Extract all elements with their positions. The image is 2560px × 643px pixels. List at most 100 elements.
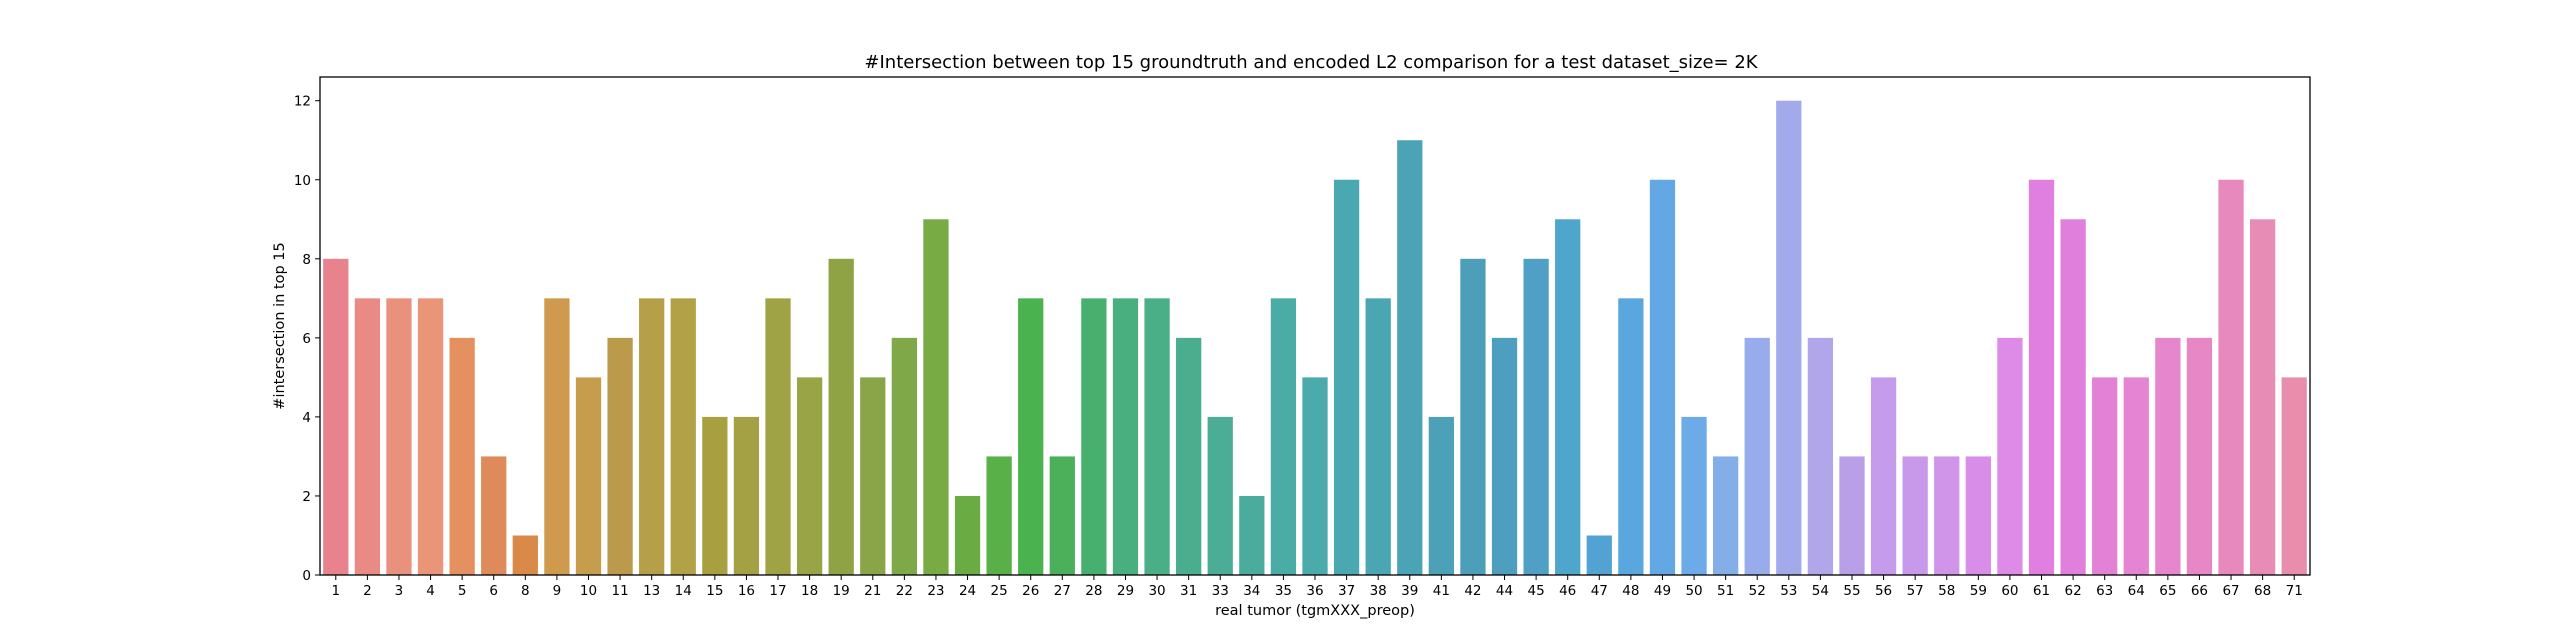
x-tick-label: 29: [1117, 583, 1134, 599]
y-tick-label: 4: [302, 410, 311, 426]
x-tick-label: 44: [1496, 583, 1513, 599]
x-tick-label: 25: [991, 583, 1008, 599]
plot-frame: [319, 76, 2311, 576]
bar-41: [1428, 416, 1454, 575]
bar-42: [1460, 258, 1486, 575]
x-tick-label: 50: [1685, 583, 1702, 599]
x-tick-label: 65: [2159, 583, 2176, 599]
bar-22: [891, 337, 917, 575]
bar-6: [481, 456, 507, 575]
x-tick-label: 36: [1306, 583, 1323, 599]
x-tick-label: 8: [521, 583, 530, 599]
x-tick-label: 2: [363, 583, 372, 599]
x-tick-label: 4: [426, 583, 435, 599]
bar-39: [1397, 140, 1423, 576]
x-tick-label: 10: [580, 583, 597, 599]
bar-37: [1333, 179, 1360, 575]
x-tick-label: 34: [1243, 583, 1260, 599]
bar-38: [1365, 298, 1391, 575]
bar-47: [1586, 535, 1612, 575]
x-tick-label: 18: [801, 583, 818, 599]
x-tick-label: 47: [1591, 583, 1608, 599]
bar-5: [449, 337, 475, 575]
bar-65: [2155, 337, 2181, 575]
bar-51: [1713, 456, 1739, 575]
x-tick-label: 54: [1812, 583, 1829, 599]
bar-10: [575, 377, 602, 575]
x-tick-label: 15: [706, 583, 723, 599]
y-tick-label: 12: [294, 94, 311, 110]
x-tick-label: 66: [2191, 583, 2208, 599]
bar-15: [702, 416, 728, 575]
bar-26: [1018, 298, 1044, 575]
x-tick-label: 16: [738, 583, 755, 599]
bar-55: [1839, 456, 1865, 575]
x-tick-label: 49: [1654, 583, 1671, 599]
x-tick-label: 60: [2001, 583, 2018, 599]
x-tick-label: 21: [864, 583, 881, 599]
bar-11: [607, 337, 633, 575]
bar-58: [1934, 456, 1960, 575]
bar-3: [386, 298, 412, 575]
x-tick-label: 17: [769, 583, 786, 599]
bar-44: [1491, 337, 1518, 575]
x-tick-label: 52: [1749, 583, 1766, 599]
x-tick-label: 26: [1022, 583, 1039, 599]
bar-62: [2060, 219, 2086, 576]
x-tick-label: 57: [1907, 583, 1924, 599]
x-tick-label: 42: [1464, 583, 1481, 599]
bar-49: [1649, 179, 1676, 575]
x-tick-label: 56: [1875, 583, 1892, 599]
bars-group: [323, 100, 2307, 576]
bar-31: [1176, 337, 1202, 575]
bar-9: [544, 298, 570, 575]
x-tick-label: 59: [1970, 583, 1987, 599]
bar-61: [2028, 179, 2055, 575]
bar-67: [2218, 179, 2244, 575]
bar-2: [354, 298, 381, 575]
x-tick-label: 38: [1370, 583, 1387, 599]
x-tick-label: 67: [2222, 583, 2239, 599]
bar-18: [796, 377, 823, 575]
bar-25: [986, 456, 1012, 575]
bar-30: [1144, 298, 1170, 575]
x-tick-label: 3: [395, 583, 404, 599]
x-tick-label: 9: [553, 583, 562, 599]
x-tick-label: 63: [2096, 583, 2113, 599]
x-tick-label: 45: [1528, 583, 1545, 599]
bar-60: [1997, 337, 2023, 575]
x-tick-label: 48: [1622, 583, 1639, 599]
bar-46: [1555, 219, 1581, 576]
y-axis-ticks: 0 2 4 6 8 10 12: [294, 94, 320, 584]
x-tick-label: 13: [643, 583, 660, 599]
bar-4: [417, 298, 444, 575]
chart-title: #Intersection between top 15 groundtruth…: [864, 52, 1758, 73]
x-tick-label: 62: [2065, 583, 2082, 599]
x-tick-label: 22: [896, 583, 913, 599]
bar-36: [1302, 377, 1328, 575]
x-tick-label: 41: [1433, 583, 1450, 599]
bar-21: [860, 377, 886, 575]
x-tick-label: 5: [458, 583, 467, 599]
bar-56: [1870, 377, 1897, 575]
bar-45: [1523, 258, 1549, 575]
x-axis-ticks: 1 2 3 4 5 6 8 9 10 11 13 14 15 16 17 18 19 21 22 23 24 25 26 27…: [331, 575, 2303, 599]
bar-66: [2186, 337, 2213, 575]
y-tick-label: 10: [294, 173, 311, 189]
x-tick-label: 24: [959, 583, 976, 599]
bar-57: [1902, 456, 1928, 575]
bar-8: [512, 535, 538, 575]
x-tick-label: 28: [1085, 583, 1102, 599]
bar-17: [765, 298, 791, 575]
bar-34: [1239, 495, 1265, 575]
x-tick-label: 68: [2254, 583, 2271, 599]
x-tick-label: 71: [2286, 583, 2303, 599]
bar-59: [1965, 456, 1991, 575]
y-tick-label: 2: [302, 489, 311, 505]
y-axis-label: #intersection in top 15: [272, 242, 288, 409]
x-tick-label: 31: [1180, 583, 1197, 599]
x-tick-label: 11: [611, 583, 628, 599]
y-tick-label: 6: [302, 331, 311, 347]
x-tick-label: 61: [2033, 583, 2050, 599]
